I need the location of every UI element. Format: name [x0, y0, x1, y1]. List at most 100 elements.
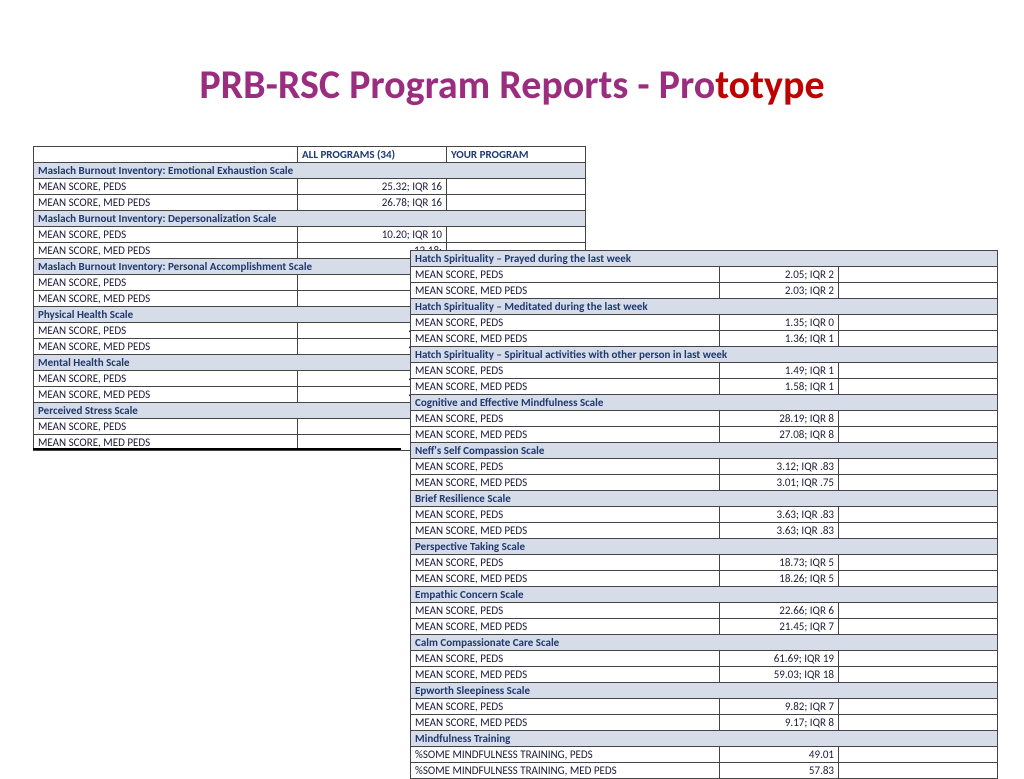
row-value: 3.63; IQR .83	[720, 523, 839, 539]
row-value: 1.58; IQR 1	[720, 379, 839, 395]
section-title: Maslach Burnout Inventory: Emotional Exh…	[34, 163, 586, 179]
row-your-value	[839, 315, 998, 331]
divider-line	[33, 448, 401, 450]
row-value: 57.83	[720, 763, 839, 779]
row-label: MEAN SCORE, PEDS	[411, 651, 720, 667]
row-label: MEAN SCORE, MED PEDS	[34, 291, 298, 307]
table-row: MEAN SCORE, MED PEDS59.03; IQR 18	[411, 667, 998, 683]
row-label: MEAN SCORE, PEDS	[34, 419, 298, 435]
row-label: MEAN SCORE, MED PEDS	[34, 387, 298, 403]
row-label: MEAN SCORE, PEDS	[34, 371, 298, 387]
row-value: 1.36; IQR 1	[720, 331, 839, 347]
section-header: Neff's Self Compassion Scale	[411, 443, 998, 459]
row-label: MEAN SCORE, PEDS	[411, 507, 720, 523]
row-value: 25.32; IQR 16	[298, 179, 447, 195]
table-row: MEAN SCORE, MED PEDS18.26; IQR 5	[411, 571, 998, 587]
row-your-value	[839, 571, 998, 587]
row-your-value	[839, 379, 998, 395]
row-label: MEAN SCORE, MED PEDS	[34, 243, 298, 259]
row-label: MEAN SCORE, MED PEDS	[34, 339, 298, 355]
section-title: Calm Compassionate Care Scale	[411, 635, 998, 651]
table-row: MEAN SCORE, MED PEDS27.08; IQR 8	[411, 427, 998, 443]
row-label: MEAN SCORE, PEDS	[411, 699, 720, 715]
row-value: 1.35; IQR 0	[720, 315, 839, 331]
row-label: %SOME MINDFULNESS TRAINING, MED PEDS	[411, 763, 720, 779]
row-value: 3.12; IQR .83	[720, 459, 839, 475]
row-label: MEAN SCORE, MED PEDS	[34, 195, 298, 211]
section-header: Hatch Spirituality – Prayed during the l…	[411, 251, 998, 267]
table-row: MEAN SCORE, PEDS25.32; IQR 16	[34, 179, 586, 195]
table-row: MEAN SCORE, MED PEDS3.01; IQR .75	[411, 475, 998, 491]
table-row: MEAN SCORE, MED PEDS21.45; IQR 7	[411, 619, 998, 635]
section-header: Maslach Burnout Inventory: Emotional Exh…	[34, 163, 586, 179]
row-value: 3.63; IQR .83	[720, 507, 839, 523]
row-your-value	[839, 555, 998, 571]
row-your-value	[447, 195, 586, 211]
table-row: MEAN SCORE, PEDS18.73; IQR 5	[411, 555, 998, 571]
row-label: %SOME MINDFULNESS TRAINING, PEDS	[411, 747, 720, 763]
row-label: MEAN SCORE, PEDS	[34, 323, 298, 339]
section-header: Perspective Taking Scale	[411, 539, 998, 555]
row-label: MEAN SCORE, MED PEDS	[411, 331, 720, 347]
row-value: 2.05; IQR 2	[720, 267, 839, 283]
table-row: MEAN SCORE, MED PEDS9.17; IQR 8	[411, 715, 998, 731]
table-row: MEAN SCORE, MED PEDS2.03; IQR 2	[411, 283, 998, 299]
section-header: Calm Compassionate Care Scale	[411, 635, 998, 651]
row-label: MEAN SCORE, PEDS	[411, 459, 720, 475]
row-your-value	[447, 179, 586, 195]
row-value: 18.73; IQR 5	[720, 555, 839, 571]
row-your-value	[839, 603, 998, 619]
row-value: 18.26; IQR 5	[720, 571, 839, 587]
table-row: MEAN SCORE, MED PEDS1.36; IQR 1	[411, 331, 998, 347]
row-your-value	[839, 283, 998, 299]
table-row: MEAN SCORE, PEDS1.49; IQR 1	[411, 363, 998, 379]
row-your-value	[839, 523, 998, 539]
row-label: MEAN SCORE, MED PEDS	[411, 523, 720, 539]
section-header: Maslach Burnout Inventory: Depersonaliza…	[34, 211, 586, 227]
row-your-value	[839, 715, 998, 731]
table-row: MEAN SCORE, PEDS3.63; IQR .83	[411, 507, 998, 523]
section-title: Maslach Burnout Inventory: Depersonaliza…	[34, 211, 586, 227]
row-your-value	[839, 363, 998, 379]
section-title: Hatch Spirituality – Prayed during the l…	[411, 251, 998, 267]
row-value: 27.08; IQR 8	[720, 427, 839, 443]
table-row: MEAN SCORE, MED PEDS26.78; IQR 16	[34, 195, 586, 211]
row-value: 9.17; IQR 8	[720, 715, 839, 731]
title-part1: PRB-RSC Program Reports - Pro	[199, 60, 715, 109]
table-row: MEAN SCORE, PEDS9.82; IQR 7	[411, 699, 998, 715]
row-label: MEAN SCORE, PEDS	[411, 315, 720, 331]
table-row: MEAN SCORE, MED PEDS3.63; IQR .83	[411, 523, 998, 539]
section-title: Hatch Spirituality – Meditated during th…	[411, 299, 998, 315]
row-your-value	[839, 411, 998, 427]
row-label: MEAN SCORE, PEDS	[411, 411, 720, 427]
table-row: %SOME MINDFULNESS TRAINING, PEDS49.01	[411, 747, 998, 763]
section-title: Empathic Concern Scale	[411, 587, 998, 603]
row-value: 59.03; IQR 18	[720, 667, 839, 683]
section-title: Brief Resilience Scale	[411, 491, 998, 507]
row-label: MEAN SCORE, PEDS	[34, 179, 298, 195]
table-row: MEAN SCORE, PEDS22.66; IQR 6	[411, 603, 998, 619]
table-row: MEAN SCORE, MED PEDS1.58; IQR 1	[411, 379, 998, 395]
table-header-row: ALL PROGRAMS (34) YOUR PROGRAM	[34, 147, 586, 163]
row-value: 1.49; IQR 1	[720, 363, 839, 379]
row-label: MEAN SCORE, MED PEDS	[411, 475, 720, 491]
row-your-value	[839, 699, 998, 715]
table-row: MEAN SCORE, PEDS61.69; IQR 19	[411, 651, 998, 667]
row-value: 26.78; IQR 16	[298, 195, 447, 211]
row-label: MEAN SCORE, MED PEDS	[411, 619, 720, 635]
row-value: 2.03; IQR 2	[720, 283, 839, 299]
row-value: 22.66; IQR 6	[720, 603, 839, 619]
row-label: MEAN SCORE, MED PEDS	[411, 571, 720, 587]
section-header: Brief Resilience Scale	[411, 491, 998, 507]
row-label: MEAN SCORE, PEDS	[411, 555, 720, 571]
row-value: 61.69; IQR 19	[720, 651, 839, 667]
section-header: Epworth Sleepiness Scale	[411, 683, 998, 699]
section-title: Hatch Spirituality – Spiritual activitie…	[411, 347, 998, 363]
header-all-programs: ALL PROGRAMS (34)	[298, 147, 447, 163]
section-title: Epworth Sleepiness Scale	[411, 683, 998, 699]
table-row: MEAN SCORE, PEDS28.19; IQR 8	[411, 411, 998, 427]
section-header: Hatch Spirituality – Spiritual activitie…	[411, 347, 998, 363]
section-header: Cognitive and Effective Mindfulness Scal…	[411, 395, 998, 411]
row-label: MEAN SCORE, MED PEDS	[411, 379, 720, 395]
row-your-value	[839, 475, 998, 491]
